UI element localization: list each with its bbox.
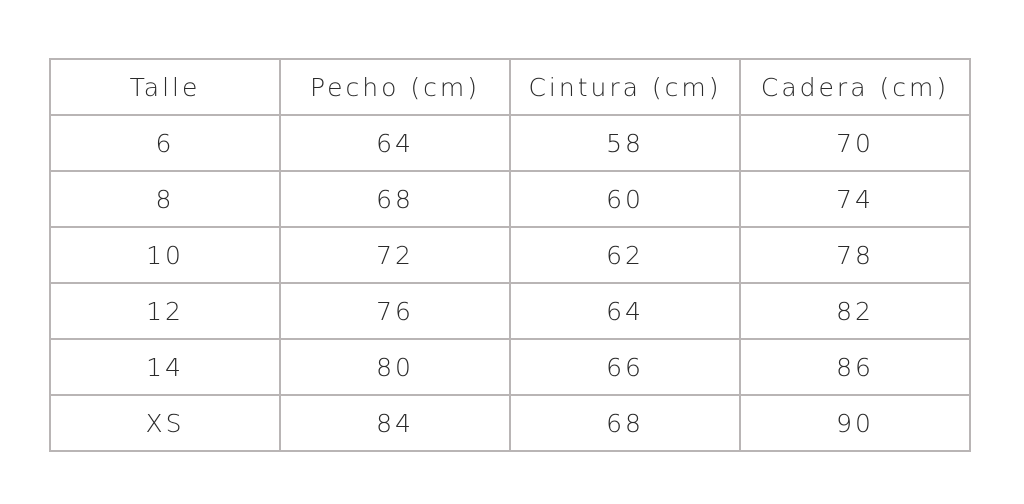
cell: 70 [739,114,971,172]
cell: 86 [739,338,971,396]
cell: 10 [49,226,281,284]
cell: 64 [279,114,511,172]
cell: 78 [739,226,971,284]
data-row: 10 72 62 78 [49,226,971,284]
cell: 82 [739,282,971,340]
cell: 62 [509,226,741,284]
header-cell: Talle [49,58,281,116]
header-cell: Cadera (cm) [739,58,971,116]
cell: 64 [509,282,741,340]
header-cell: Cintura (cm) [509,58,741,116]
cell: 8 [49,170,281,228]
cell: 68 [279,170,511,228]
size-table: Talle Pecho (cm) Cintura (cm) Cadera (cm) 6 6… [49,58,971,452]
data-row: XS 84 68 90 [49,394,971,452]
data-row: 6 64 58 70 [49,114,971,172]
data-row: 12 76 64 82 [49,282,971,340]
cell: XS [49,394,281,452]
cell: 90 [739,394,971,452]
cell: 12 [49,282,281,340]
cell: 66 [509,338,741,396]
cell: 58 [509,114,741,172]
cell: 6 [49,114,281,172]
data-row: 14 80 66 86 [49,338,971,396]
cell: 76 [279,282,511,340]
cell: 68 [509,394,741,452]
cell: 80 [279,338,511,396]
header-row: Talle Pecho (cm) Cintura (cm) Cadera (cm) [49,58,971,116]
cell: 60 [509,170,741,228]
cell: 14 [49,338,281,396]
cell: 74 [739,170,971,228]
cell: 84 [279,394,511,452]
header-cell: Pecho (cm) [279,58,511,116]
cell: 72 [279,226,511,284]
data-row: 8 68 60 74 [49,170,971,228]
